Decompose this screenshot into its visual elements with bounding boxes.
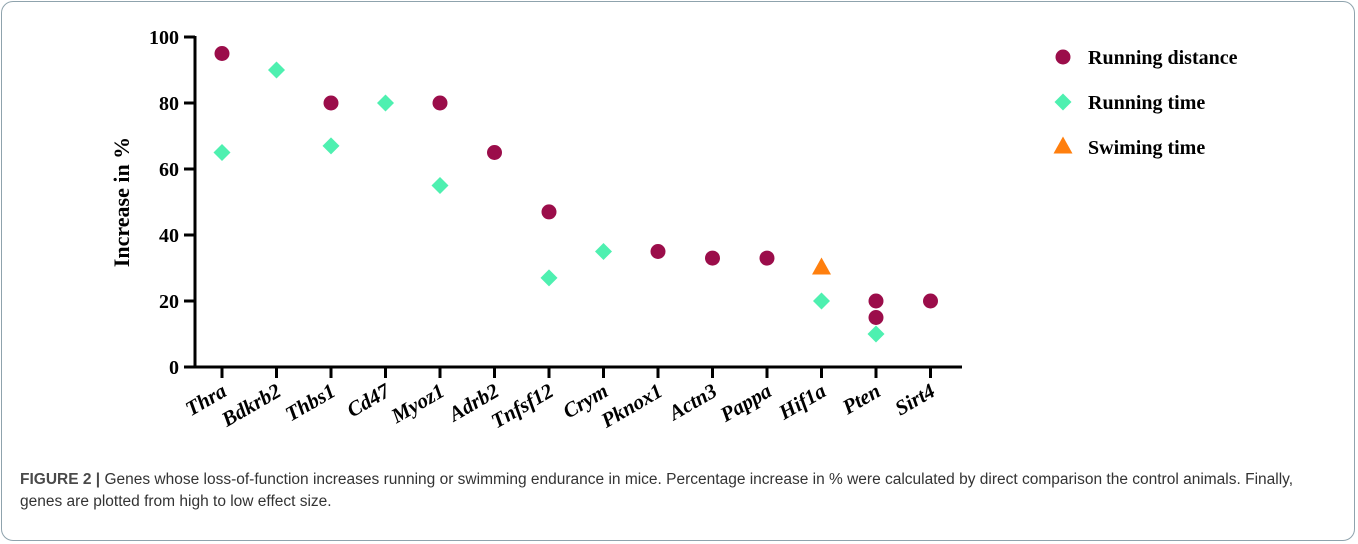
data-point bbox=[377, 94, 394, 112]
x-tick-label: Tnfsf12 bbox=[487, 378, 558, 433]
legend-marker bbox=[1054, 93, 1072, 111]
x-tick-label: Myoz1 bbox=[386, 379, 448, 429]
x-tick-label: Cd47 bbox=[343, 378, 396, 422]
x-tick-label: Hif1a bbox=[774, 379, 830, 425]
data-point bbox=[431, 177, 449, 194]
x-tick-label: Pknox1 bbox=[596, 379, 666, 434]
axes bbox=[184, 35, 962, 378]
legend-label: Running distance bbox=[1088, 47, 1238, 69]
data-point bbox=[868, 293, 884, 309]
data-point bbox=[705, 250, 720, 266]
legend: Running distance Running time Swiming time bbox=[1053, 47, 1238, 159]
y-tick-label: 0 bbox=[169, 357, 179, 379]
x-tick-label: Thbs1 bbox=[281, 379, 339, 427]
y-axis-label: Increase in % bbox=[109, 137, 134, 267]
data-markers bbox=[213, 46, 938, 343]
figure-caption: FIGURE 2 | Genes whose loss-of-function … bbox=[20, 469, 1338, 513]
caption-text: Genes whose loss-of-function increases r… bbox=[20, 471, 1294, 510]
x-tick-label: Bdkrb2 bbox=[217, 378, 286, 432]
legend-marker bbox=[1055, 49, 1071, 65]
y-tick-label: 20 bbox=[159, 291, 179, 313]
data-point bbox=[213, 144, 231, 161]
data-point bbox=[867, 325, 885, 343]
data-point bbox=[541, 204, 557, 220]
legend-marker bbox=[1053, 136, 1073, 154]
data-point bbox=[268, 61, 285, 79]
data-point bbox=[923, 293, 938, 309]
y-tick-label: 80 bbox=[159, 93, 179, 115]
y-tick-label: 100 bbox=[149, 27, 179, 49]
data-point bbox=[650, 244, 666, 259]
x-tick-label: Actn3 bbox=[663, 379, 721, 426]
caption-lead: FIGURE 2 | bbox=[20, 471, 101, 488]
y-tick-label: 40 bbox=[159, 225, 179, 247]
data-point bbox=[322, 137, 340, 155]
data-point bbox=[812, 257, 831, 275]
data-point bbox=[487, 145, 502, 160]
data-point bbox=[432, 95, 448, 111]
data-point bbox=[214, 46, 230, 61]
legend-label: Swiming time bbox=[1088, 137, 1205, 159]
data-point bbox=[868, 310, 884, 325]
data-point bbox=[540, 269, 558, 287]
x-tick-label: Sirt4 bbox=[891, 379, 939, 421]
data-point bbox=[759, 250, 775, 266]
data-point bbox=[813, 292, 830, 310]
y-tick-labels: 0 20 40 60 80 100 bbox=[149, 27, 179, 379]
x-tick-label: Pappa bbox=[715, 379, 775, 428]
y-tick-label: 60 bbox=[159, 159, 179, 181]
data-point bbox=[595, 243, 612, 260]
x-tick-label: Pten bbox=[837, 379, 884, 420]
legend-label: Running time bbox=[1088, 92, 1205, 114]
data-point bbox=[323, 95, 339, 111]
